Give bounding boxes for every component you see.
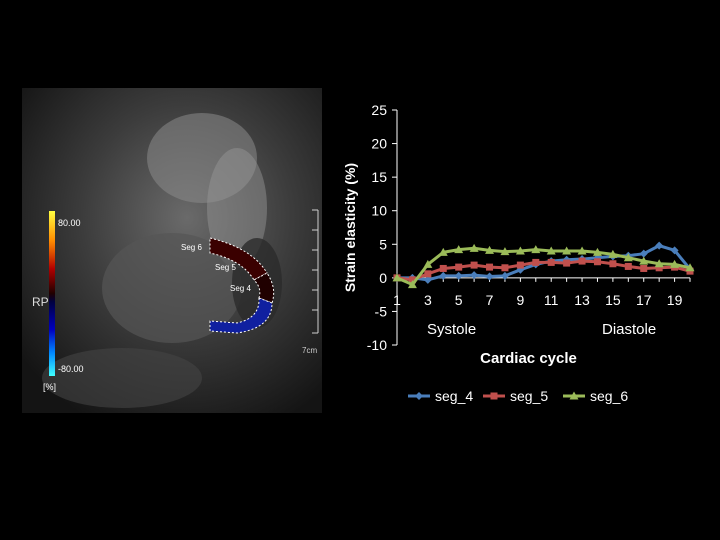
seg_6-point	[562, 246, 572, 255]
seg_6-point	[423, 259, 433, 268]
colorbar	[49, 211, 55, 376]
seg_6-point	[485, 245, 495, 254]
seg_6-point	[407, 280, 417, 289]
y-tick-label: 5	[379, 236, 387, 252]
seg_6-point	[515, 246, 525, 255]
legend-seg_6-label: seg_6	[590, 388, 628, 404]
seg_5-point	[516, 261, 524, 269]
colorbar-min-label: -80.00	[58, 364, 84, 374]
seg_4-point	[500, 271, 509, 280]
y-tick-label: 25	[371, 102, 387, 118]
liver-region	[42, 348, 202, 408]
seg_6-point	[685, 263, 695, 272]
x-tick-label: 15	[605, 292, 621, 308]
aorta-region	[147, 113, 257, 203]
systole-annotation: Systole	[427, 321, 476, 338]
seg_6-point	[577, 246, 587, 255]
seg_5-point	[486, 263, 494, 271]
seg_5-point	[578, 257, 586, 265]
seg_6-point	[531, 245, 541, 254]
seg_5-point	[609, 260, 617, 268]
x-tick-label: 3	[424, 292, 432, 308]
y-tick-label: 20	[371, 136, 387, 152]
seg_5-point	[408, 276, 416, 284]
seg_5-point	[501, 264, 509, 272]
seg_6-point	[438, 247, 448, 256]
x-tick-label: 11	[544, 292, 559, 308]
x-tick-label: 7	[486, 292, 494, 308]
x-tick-label: 17	[636, 292, 652, 308]
seg_6-point	[500, 247, 510, 256]
scale-label: 7cm	[302, 346, 317, 355]
seg_4-point	[454, 271, 463, 280]
seg_6-point	[608, 249, 618, 258]
seg-4-label: Seg 4	[230, 284, 251, 293]
seg_6-point	[546, 246, 556, 255]
seg_6-point	[670, 259, 680, 268]
segment-6-overlay	[209, 237, 268, 281]
y-tick-label: 0	[379, 270, 387, 286]
x-tick-label: 5	[455, 292, 463, 308]
seg_5-point	[655, 264, 663, 272]
seg_6-point	[592, 247, 602, 256]
x-axis-title: Cardiac cycle	[480, 350, 577, 367]
seg_5-point	[640, 264, 648, 272]
seg_6-point	[623, 253, 633, 262]
y-axis-title: Strain elasticity (%)	[342, 163, 358, 292]
seg-6-label: Seg 6	[181, 243, 202, 252]
seg_6-line	[396, 246, 691, 287]
x-tick-label: 13	[574, 292, 590, 308]
x-tick-label: 9	[516, 292, 524, 308]
seg_6-point	[392, 273, 402, 282]
seg_4-point	[670, 246, 679, 255]
seg-5-label: Seg 5	[215, 263, 236, 272]
legend-seg_5-label: seg_5	[510, 388, 548, 404]
seg_6-point	[454, 245, 464, 254]
y-tick-label: 15	[371, 169, 387, 185]
seg_5-point	[455, 263, 463, 271]
legend-seg_4-marker	[415, 392, 423, 400]
seg_4-point	[470, 271, 479, 280]
x-tick-label: 19	[667, 292, 683, 308]
diastole-annotation: Diastole	[602, 321, 656, 338]
seg_4-point	[423, 275, 432, 284]
seg_4-point	[439, 271, 448, 280]
segment-4-overlay	[209, 297, 273, 334]
seg_5-point	[532, 258, 540, 266]
seg_6-point	[654, 259, 664, 268]
legend-seg_5-marker	[490, 392, 498, 400]
segment-5-overlay	[253, 272, 275, 304]
seg_5-point	[424, 270, 432, 278]
legend-seg_4-label: seg_4	[435, 388, 473, 404]
seg_6-point	[469, 243, 479, 252]
y-tick-label: 10	[371, 203, 387, 219]
seg_6-point	[639, 256, 649, 265]
seg_5-point	[593, 258, 601, 266]
atrium-region	[207, 148, 267, 268]
ventricle-region	[102, 233, 242, 343]
seg_5-point	[470, 261, 478, 269]
mri-image-panel: 80.00 -80.00 RP [%] Seg 6 Seg 5 Seg 4 7c…	[22, 88, 322, 413]
x-tick-label: 1	[393, 292, 401, 308]
y-tick-label: -10	[367, 337, 387, 353]
seg_4-point	[655, 241, 664, 250]
colorbar-name: RP	[32, 295, 49, 309]
seg_5-point	[547, 258, 555, 266]
colorbar-max-label: 80.00	[58, 218, 81, 228]
legend-seg_6-marker	[569, 391, 579, 400]
seg_4-point	[639, 249, 648, 258]
seg_4-point	[485, 272, 494, 281]
scale-ruler	[312, 209, 319, 334]
y-tick-label: -5	[375, 303, 388, 319]
seg_5-point	[624, 262, 632, 270]
seg_5-point	[563, 259, 571, 267]
seg_5-point	[439, 264, 447, 272]
colorbar-unit: [%]	[43, 382, 56, 392]
